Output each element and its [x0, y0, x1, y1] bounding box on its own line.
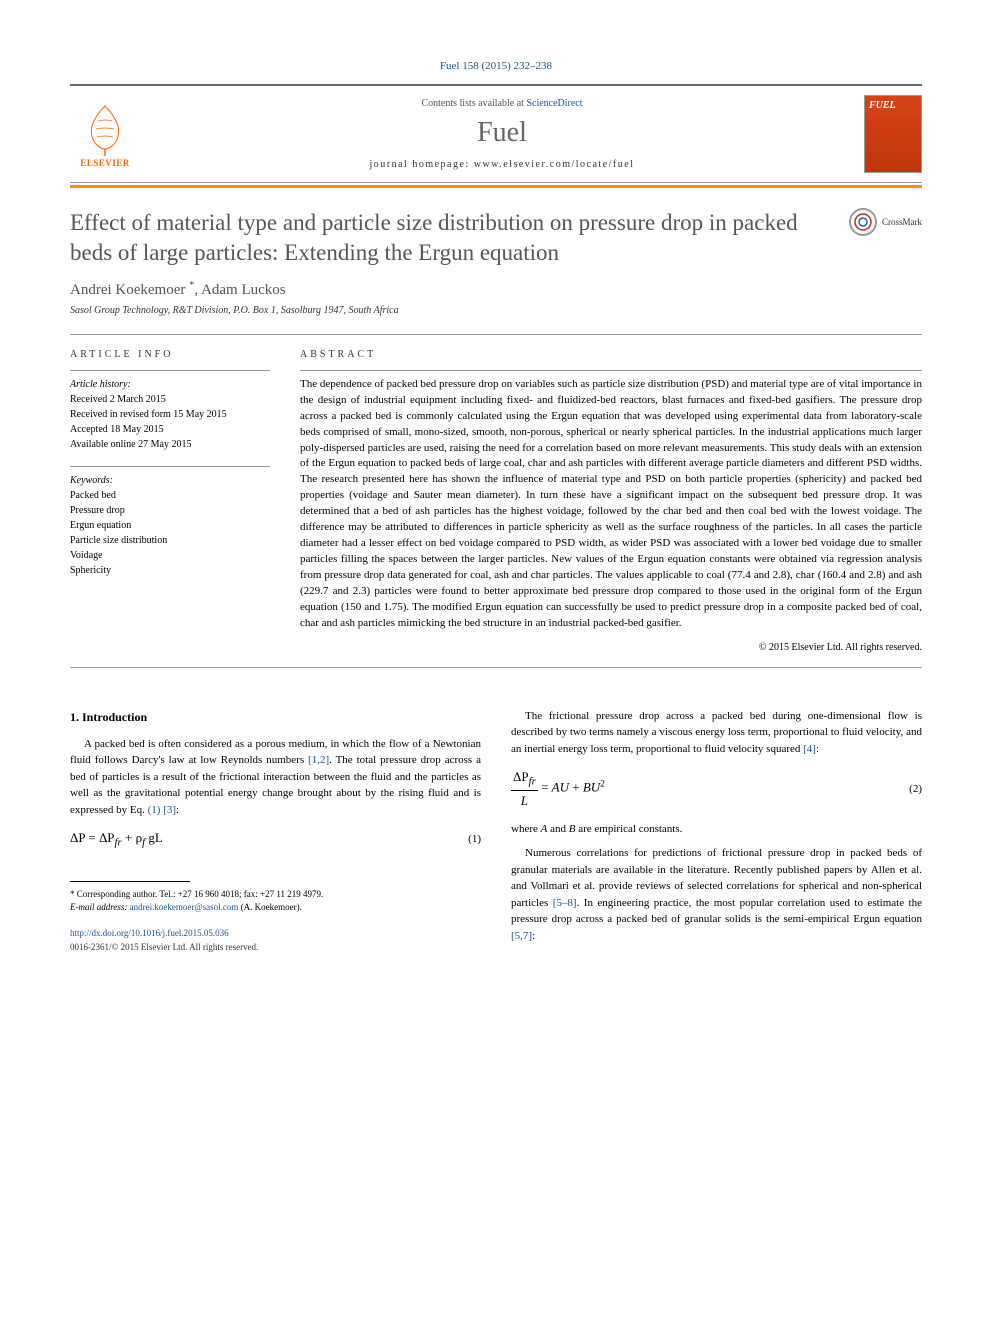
doi-link[interactable]: http://dx.doi.org/10.1016/j.fuel.2015.05… — [70, 928, 229, 938]
keyword: Sphericity — [70, 563, 270, 578]
intro-paragraph-4: Numerous correlations for predictions of… — [511, 845, 922, 944]
text: where — [511, 823, 541, 835]
elsevier-logo: ELSEVIER — [70, 94, 140, 174]
ref-link[interactable]: [5–8] — [553, 897, 577, 909]
authors-line: Andrei Koekemoer *, Adam Luckos — [70, 280, 922, 299]
keyword: Ergun equation — [70, 518, 270, 533]
text: The frictional pressure drop across a pa… — [511, 710, 922, 755]
equation-1: ΔP = ΔPfr + ρf gL — [70, 828, 163, 851]
ref-link[interactable]: [5,7] — [511, 930, 532, 942]
equation-1-number: (1) — [468, 831, 481, 848]
orange-divider — [70, 185, 922, 188]
equation-1-row: ΔP = ΔPfr + ρf gL (1) — [70, 828, 481, 851]
intro-paragraph-1: A packed bed is often considered as a po… — [70, 736, 481, 819]
issn-copyright: 0016-2361/© 2015 Elsevier Ltd. All right… — [70, 941, 481, 955]
keyword: Particle size distribution — [70, 533, 270, 548]
equation-2: ΔPfrL = AU + BU2 — [511, 767, 605, 810]
email-footnote: E-mail address: andrei.koekemoer@sasol.c… — [70, 901, 481, 914]
text: and — [547, 823, 568, 835]
equation-2-number: (2) — [909, 781, 922, 798]
keyword: Voidage — [70, 548, 270, 563]
citation-line: Fuel 158 (2015) 232–238 — [70, 60, 922, 72]
sciencedirect-link[interactable]: ScienceDirect — [526, 98, 582, 109]
footnote-separator — [70, 881, 190, 882]
received-date: Received 2 March 2015 — [70, 392, 270, 407]
elsevier-tree-icon — [80, 101, 130, 156]
corresponding-author-footnote: * Corresponding author. Tel.: +27 16 960… — [70, 888, 481, 901]
abstract-copyright: © 2015 Elsevier Ltd. All rights reserved… — [300, 642, 922, 653]
affiliation: Sasol Group Technology, R&T Division, P.… — [70, 305, 922, 316]
abstract-column: ABSTRACT The dependence of packed bed pr… — [300, 349, 922, 653]
divider — [70, 334, 922, 335]
header-center: Contents lists available at ScienceDirec… — [160, 98, 844, 170]
journal-cover-thumbnail: FUEL — [864, 95, 922, 173]
author-1[interactable]: Andrei Koekemoer — [70, 282, 185, 298]
email-link[interactable]: andrei.koekemoer@sasol.com — [130, 902, 239, 912]
cover-title: FUEL — [865, 96, 921, 115]
contents-available: Contents lists available at ScienceDirec… — [160, 98, 844, 109]
article-info-heading: ARTICLE INFO — [70, 349, 270, 360]
body-columns: 1. Introduction A packed bed is often co… — [70, 708, 922, 955]
keyword: Pressure drop — [70, 503, 270, 518]
text: : — [816, 743, 819, 755]
article-history-block: Article history: Received 2 March 2015 R… — [70, 370, 270, 452]
email-label: E-mail address: — [70, 902, 130, 912]
contents-prefix: Contents lists available at — [421, 98, 526, 109]
ref-link[interactable]: [1,2] — [308, 754, 329, 766]
right-column: The frictional pressure drop across a pa… — [511, 708, 922, 955]
crossmark-label: CrossMark — [882, 217, 922, 227]
crossmark-icon — [849, 208, 877, 236]
history-label: Article history: — [70, 377, 270, 392]
elsevier-text: ELSEVIER — [80, 158, 130, 168]
journal-name: Fuel — [160, 117, 844, 149]
intro-paragraph-3: where A and B are empirical constants. — [511, 821, 922, 838]
article-info-column: ARTICLE INFO Article history: Received 2… — [70, 349, 270, 653]
footer-info: http://dx.doi.org/10.1016/j.fuel.2015.05… — [70, 927, 481, 954]
left-column: 1. Introduction A packed bed is often co… — [70, 708, 481, 955]
abstract-heading: ABSTRACT — [300, 349, 922, 360]
keyword: Packed bed — [70, 488, 270, 503]
accepted-date: Accepted 18 May 2015 — [70, 422, 270, 437]
crossmark-badge[interactable]: CrossMark — [849, 208, 922, 236]
section-1-heading: 1. Introduction — [70, 708, 481, 726]
revised-date: Received in revised form 15 May 2015 — [70, 407, 270, 422]
text: : — [532, 930, 535, 942]
email-suffix: (A. Koekemoer). — [238, 902, 301, 912]
keywords-block: Keywords: Packed bed Pressure drop Ergun… — [70, 466, 270, 578]
abstract-text: The dependence of packed bed pressure dr… — [300, 370, 922, 632]
journal-header: ELSEVIER Contents lists available at Sci… — [70, 84, 922, 183]
ref-link[interactable]: [4] — [803, 743, 816, 755]
journal-homepage: journal homepage: www.elsevier.com/locat… — [160, 159, 844, 170]
divider — [70, 667, 922, 668]
online-date: Available online 27 May 2015 — [70, 437, 270, 452]
equation-2-row: ΔPfrL = AU + BU2 (2) — [511, 767, 922, 810]
homepage-prefix: journal homepage: — [370, 159, 474, 170]
keywords-label: Keywords: — [70, 473, 270, 488]
author-2[interactable]: Adam Luckos — [201, 282, 286, 298]
article-title: Effect of material type and particle siz… — [70, 208, 829, 268]
intro-paragraph-2: The frictional pressure drop across a pa… — [511, 708, 922, 758]
ref-link[interactable]: (1) [3] — [148, 804, 176, 816]
text: : — [176, 804, 179, 816]
text: are empirical constants. — [575, 823, 682, 835]
homepage-url[interactable]: www.elsevier.com/locate/fuel — [474, 159, 635, 170]
